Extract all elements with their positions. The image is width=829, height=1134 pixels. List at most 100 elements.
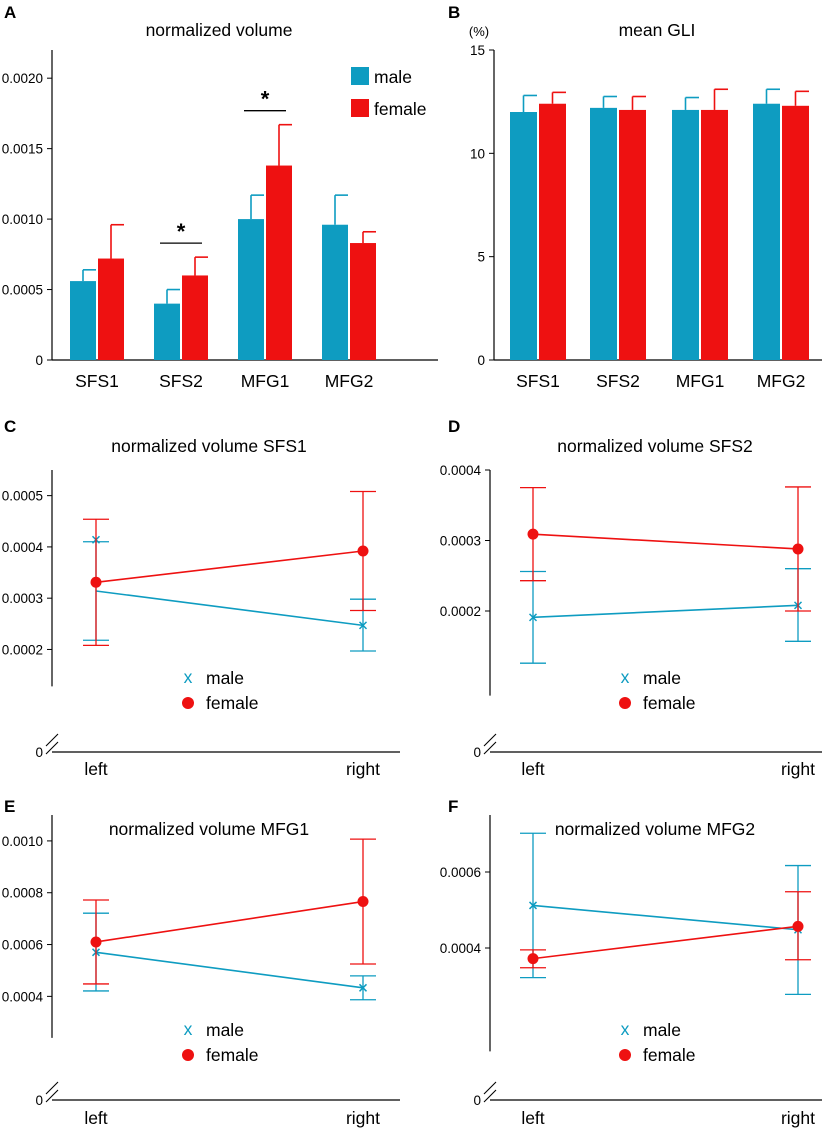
- panel-letter: E: [4, 797, 15, 816]
- series-line-female: [95, 900, 364, 943]
- x-category-label: MFG2: [757, 371, 806, 391]
- y-tick-label: 0.0010: [2, 834, 43, 849]
- y-tick-label: 0.0020: [2, 71, 43, 86]
- y-tick-label: 0.0008: [2, 886, 43, 901]
- series-line-male: [95, 590, 364, 627]
- series-line-male: [95, 951, 364, 989]
- y-tick-label: 0: [477, 353, 485, 368]
- panel-letter: F: [448, 797, 458, 816]
- y-zero-label: 0: [35, 1093, 43, 1108]
- x-category-label: SFS1: [75, 371, 119, 391]
- legend-label-female: female: [643, 693, 696, 713]
- series-female: [83, 838, 376, 985]
- x-category-label: MFG1: [676, 371, 725, 391]
- data-point-male: [528, 901, 538, 910]
- x-category-label: MFG1: [241, 371, 290, 391]
- bar-female-sfs2: [619, 109, 646, 360]
- chart-title: normalized volume SFS1: [111, 436, 307, 456]
- y-tick-label: 0.0006: [440, 865, 481, 880]
- data-point-female: [357, 545, 369, 557]
- panel-letter: D: [448, 417, 460, 436]
- bar-female-mfg1: [266, 165, 292, 360]
- y-tick-label: 0.0002: [2, 642, 43, 657]
- bar-male-mfg1: [238, 219, 264, 360]
- y-tick-label: 0.0015: [2, 142, 43, 157]
- bar-male-sfs1: [510, 112, 537, 360]
- x-category-label: MFG2: [325, 371, 374, 391]
- y-tick-label: 0.0004: [440, 941, 482, 956]
- legend-swatch-female: [351, 99, 369, 117]
- data-point-female: [357, 896, 369, 908]
- x-category-label: left: [84, 759, 107, 779]
- axis-break-mark: [483, 733, 497, 747]
- legend-label-male: male: [206, 668, 244, 688]
- y-tick-label: 10: [470, 146, 485, 161]
- legend-marker-female: [182, 1049, 194, 1061]
- legend-label-female: female: [374, 99, 427, 119]
- y-tick-label: 5: [477, 250, 485, 265]
- axis-break-mark: [45, 1081, 59, 1095]
- series-female: [83, 490, 376, 647]
- axis-break: [483, 1081, 497, 1103]
- series-line-female: [532, 533, 799, 550]
- y-tick-label: 0.0002: [440, 604, 481, 619]
- series-line-female: [95, 550, 364, 584]
- bar-male-sfs2: [590, 107, 617, 360]
- chart-title: normalized volume: [146, 20, 293, 40]
- bar-male-mfg2: [753, 103, 780, 360]
- series-line-male: [532, 904, 799, 931]
- axis-break-mark: [45, 1089, 59, 1103]
- data-point-female: [90, 576, 102, 588]
- legend-marker-male: x: [184, 667, 193, 687]
- x-category-label: left: [84, 1108, 107, 1128]
- series-male: [83, 535, 376, 652]
- y-zero-label: 0: [473, 1093, 481, 1108]
- data-point-male: [358, 621, 368, 630]
- bar-male-mfg2: [322, 224, 348, 360]
- data-point-female: [527, 953, 539, 965]
- legend-marker-male: x: [621, 667, 630, 687]
- axis-break-mark: [483, 741, 497, 755]
- series-male: [520, 832, 811, 996]
- y-unit-label: (%): [469, 24, 489, 39]
- series-male: [83, 912, 376, 1001]
- bar-female-mfg2: [350, 243, 376, 360]
- legend-marker-female: [619, 1049, 631, 1061]
- data-point-female: [90, 936, 102, 948]
- bar-female-sfs1: [539, 103, 566, 360]
- x-category-label: right: [781, 1108, 815, 1128]
- legend-marker-female: [619, 697, 631, 709]
- x-category-label: left: [521, 1108, 544, 1128]
- axis-break-mark: [45, 733, 59, 747]
- x-category-label: right: [346, 759, 380, 779]
- bar-male-sfs1: [70, 281, 96, 360]
- x-category-label: SFS2: [159, 371, 203, 391]
- data-point-x-stroke: [528, 901, 538, 910]
- y-tick-label: 0.0006: [2, 938, 43, 953]
- legend-swatch-male: [351, 67, 369, 85]
- axis-break-mark: [45, 741, 59, 755]
- axis-break-mark: [483, 1089, 497, 1103]
- chart-title: normalized volume MFG1: [109, 819, 309, 839]
- chart-title: normalized volume SFS2: [557, 436, 753, 456]
- data-point-x-stroke: [358, 983, 368, 992]
- y-tick-label: 0.0004: [440, 463, 482, 478]
- chart-title: mean GLI: [619, 20, 696, 40]
- legend-label-female: female: [643, 1045, 696, 1065]
- bar-male-mfg1: [672, 109, 699, 360]
- x-category-label: right: [346, 1108, 380, 1128]
- bar-female-sfs1: [98, 258, 124, 360]
- data-point-x-stroke: [528, 613, 538, 622]
- axis-break: [45, 733, 59, 755]
- series-female: [520, 891, 811, 969]
- legend-label-male: male: [374, 67, 412, 87]
- legend-label-female: female: [206, 693, 259, 713]
- x-category-label: right: [781, 759, 815, 779]
- legend-label-male: male: [643, 1020, 681, 1040]
